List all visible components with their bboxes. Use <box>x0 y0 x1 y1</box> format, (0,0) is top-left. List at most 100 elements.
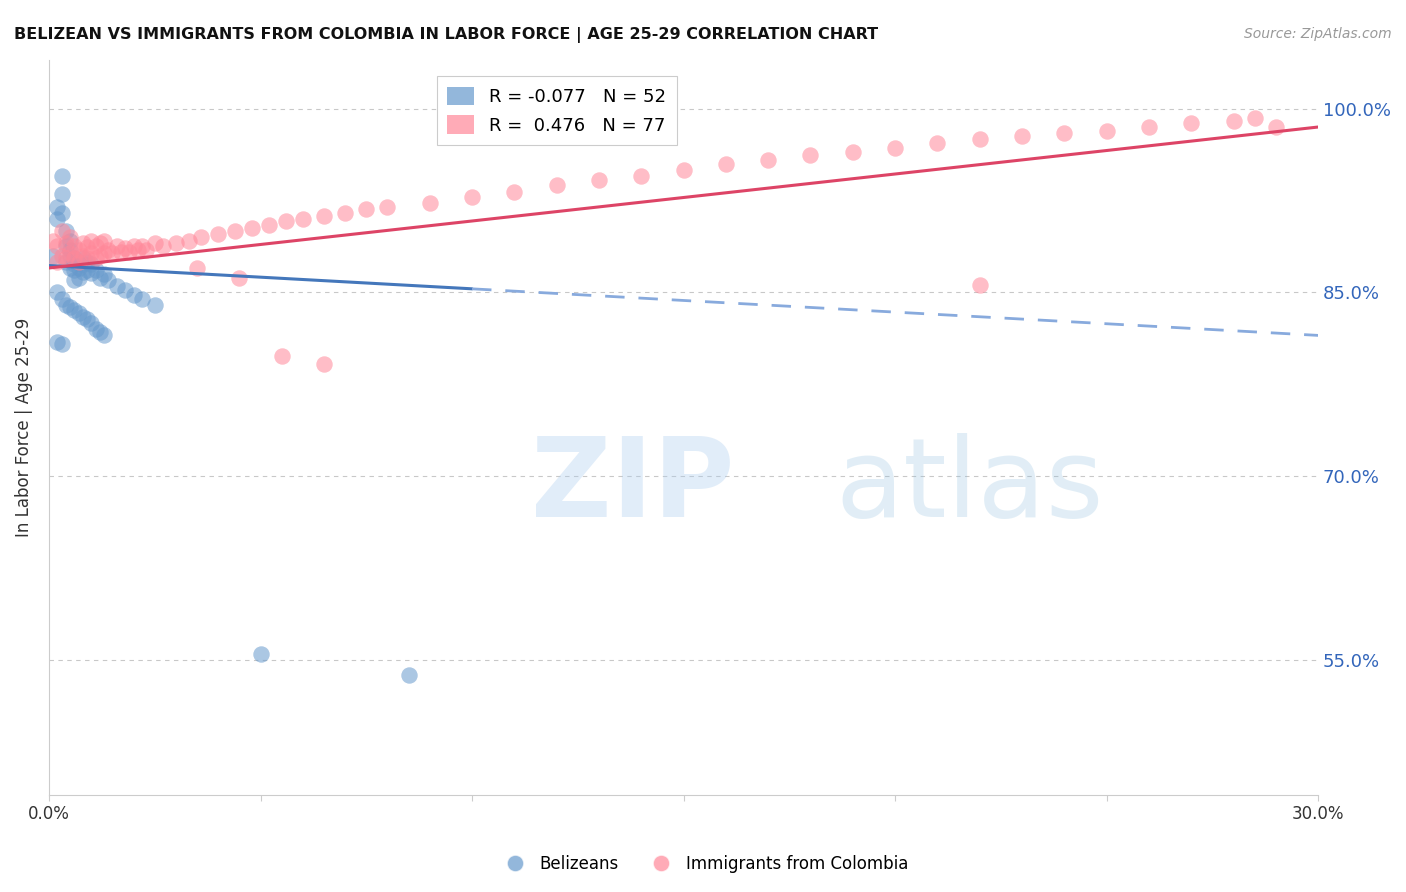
Point <box>67 306 90 320</box>
Point <box>59 243 82 257</box>
Point <box>59 249 82 263</box>
Point <box>274 214 297 228</box>
Point <box>1222 114 1244 128</box>
Point <box>588 172 610 186</box>
Point <box>84 322 107 336</box>
Point <box>46 285 69 300</box>
Point <box>55 251 77 265</box>
Point <box>67 255 90 269</box>
Point <box>76 240 98 254</box>
Point <box>46 334 69 349</box>
Point <box>46 239 69 253</box>
Point <box>84 263 107 277</box>
Point <box>927 136 949 150</box>
Point <box>80 316 103 330</box>
Point <box>842 145 865 159</box>
Point <box>257 218 280 232</box>
Point <box>51 187 73 202</box>
Point <box>97 243 120 257</box>
Point <box>356 202 378 216</box>
Point <box>122 288 145 302</box>
Point <box>55 239 77 253</box>
Point <box>93 267 115 281</box>
Point <box>1053 126 1076 140</box>
Point <box>59 300 82 314</box>
Point <box>969 132 991 146</box>
Point <box>93 328 115 343</box>
Point <box>72 249 94 263</box>
Point <box>59 234 82 248</box>
Point <box>186 260 208 275</box>
Point <box>59 246 82 260</box>
Point <box>110 245 132 260</box>
Point <box>42 234 65 248</box>
Point <box>51 169 73 183</box>
Point <box>312 357 335 371</box>
Point <box>63 263 86 277</box>
Point <box>1011 128 1033 143</box>
Point <box>76 263 98 277</box>
Point <box>59 260 82 275</box>
Point <box>84 251 107 265</box>
Point <box>114 283 136 297</box>
Text: Source: ZipAtlas.com: Source: ZipAtlas.com <box>1244 27 1392 41</box>
Text: ZIP: ZIP <box>531 433 734 540</box>
Point <box>224 224 246 238</box>
Point <box>419 196 441 211</box>
Point <box>114 241 136 255</box>
Point <box>228 270 250 285</box>
Point <box>546 178 568 192</box>
Point <box>1095 124 1118 138</box>
Point <box>131 292 153 306</box>
Point <box>55 224 77 238</box>
Point <box>884 141 907 155</box>
Point <box>46 255 69 269</box>
Point <box>135 243 157 257</box>
Point <box>270 349 292 363</box>
Point <box>51 249 73 263</box>
Point <box>118 245 141 260</box>
Point <box>333 206 356 220</box>
Point <box>67 255 90 269</box>
Text: BELIZEAN VS IMMIGRANTS FROM COLOMBIA IN LABOR FORCE | AGE 25-29 CORRELATION CHAR: BELIZEAN VS IMMIGRANTS FROM COLOMBIA IN … <box>14 27 879 43</box>
Point <box>55 255 77 269</box>
Y-axis label: In Labor Force | Age 25-29: In Labor Force | Age 25-29 <box>15 318 32 537</box>
Point <box>63 251 86 265</box>
Point <box>756 153 779 167</box>
Point <box>59 230 82 244</box>
Point <box>80 257 103 271</box>
Point <box>291 211 314 226</box>
Point <box>72 236 94 251</box>
Point <box>84 239 107 253</box>
Point <box>461 190 484 204</box>
Point <box>63 251 86 265</box>
Point <box>122 239 145 253</box>
Point <box>80 246 103 260</box>
Point <box>76 255 98 269</box>
Point <box>89 325 111 339</box>
Point <box>1264 120 1286 134</box>
Point <box>67 243 90 257</box>
Point <box>80 266 103 280</box>
Point <box>165 236 187 251</box>
Point <box>72 257 94 271</box>
Point <box>240 220 263 235</box>
Point <box>89 270 111 285</box>
Point <box>312 210 335 224</box>
Point <box>93 246 115 260</box>
Point <box>969 278 991 293</box>
Point <box>143 298 166 312</box>
Point <box>55 236 77 251</box>
Point <box>1137 120 1160 134</box>
Point <box>1243 112 1265 126</box>
Point <box>51 206 73 220</box>
Point <box>72 265 94 279</box>
Point <box>46 211 69 226</box>
Point <box>76 312 98 326</box>
Point <box>89 236 111 251</box>
Point <box>67 260 90 275</box>
Point <box>249 647 271 661</box>
Point <box>72 251 94 265</box>
Point <box>377 200 399 214</box>
Point <box>51 337 73 351</box>
